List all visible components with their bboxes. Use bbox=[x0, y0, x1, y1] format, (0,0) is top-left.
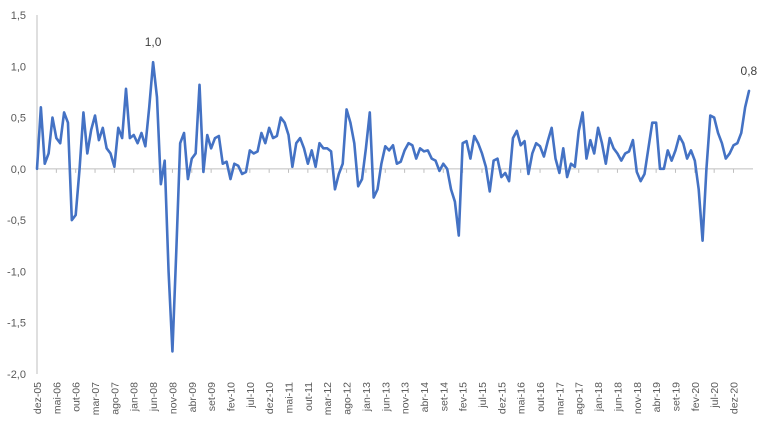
x-tick-label: fev-15 bbox=[458, 382, 470, 411]
x-tick-label: jun-08 bbox=[148, 382, 160, 412]
x-tick-label: out-16 bbox=[535, 382, 547, 412]
x-tick-label: mar-17 bbox=[554, 382, 566, 415]
x-tick-label: mar-12 bbox=[322, 382, 334, 415]
y-tick-label: -1,5 bbox=[7, 318, 26, 330]
x-tick-label: nov-08 bbox=[167, 382, 179, 414]
x-tick-label: abr-14 bbox=[419, 382, 431, 413]
x-tick-label: dez-15 bbox=[496, 382, 508, 414]
x-tick-label: out-11 bbox=[303, 382, 315, 411]
x-tick-label: nov-18 bbox=[632, 382, 644, 414]
y-tick-label: -1,0 bbox=[7, 266, 26, 278]
x-tick-label: set-19 bbox=[670, 382, 682, 411]
y-tick-label: 0,5 bbox=[11, 113, 26, 125]
data-label: 0,8 bbox=[741, 64, 758, 78]
x-tick-label: dez-10 bbox=[264, 382, 276, 414]
y-tick-label: 1,5 bbox=[11, 10, 26, 22]
x-tick-label: jan-08 bbox=[129, 382, 141, 412]
x-tick-label: jan-13 bbox=[361, 382, 373, 412]
x-tick-label: mar-07 bbox=[90, 382, 102, 415]
x-tick-label: mai-16 bbox=[516, 382, 528, 414]
x-tick-label: jul-20 bbox=[709, 382, 721, 409]
x-tick-label: out-06 bbox=[71, 382, 83, 412]
series-line bbox=[35, 60, 751, 353]
x-tick-label: mai-11 bbox=[284, 382, 296, 413]
x-tick-label: fev-10 bbox=[225, 382, 237, 411]
x-tick-label: ago-07 bbox=[109, 382, 121, 415]
x-tick-label: set-09 bbox=[206, 382, 218, 411]
x-tick-label: jul-15 bbox=[477, 382, 489, 409]
x-tick-label: mai-06 bbox=[51, 382, 63, 414]
x-tick-label: nov-13 bbox=[400, 382, 412, 414]
x-tick-label: abr-09 bbox=[187, 382, 199, 413]
x-tick-label: fev-20 bbox=[690, 382, 702, 411]
y-tick-label: -0,5 bbox=[7, 215, 26, 227]
x-tick-label: set-14 bbox=[438, 382, 450, 411]
data-label: 1,0 bbox=[145, 35, 162, 49]
x-tick-label: dez-05 bbox=[32, 382, 44, 414]
y-tick-label: 1,0 bbox=[11, 61, 26, 73]
x-tick-label: ago-17 bbox=[574, 382, 586, 415]
x-tick-label: abr-19 bbox=[651, 382, 663, 413]
x-axis-tick-labels: dez-05 mai-06 out-06 mar-07 ago-07 jan-08 jun-… bbox=[32, 382, 741, 415]
x-axis-tick-marks bbox=[36, 168, 735, 173]
x-tick-label: ago-12 bbox=[342, 382, 354, 415]
x-tick-label: dez-20 bbox=[729, 382, 741, 414]
y-tick-label: -2,0 bbox=[7, 369, 26, 381]
y-tick-label: 0,0 bbox=[11, 164, 26, 176]
data-label-annotations: 1,0 0,8 bbox=[145, 35, 758, 78]
x-tick-label: jul-10 bbox=[245, 382, 257, 409]
x-tick-label: jun-18 bbox=[612, 382, 624, 412]
y-axis-tick-labels: 1,5 1,0 0,5 0,0 -0,5 -1,0 -1,5 -2,0 bbox=[7, 10, 26, 381]
x-tick-label: jan-18 bbox=[593, 382, 605, 412]
x-tick-label: jun-13 bbox=[380, 382, 392, 412]
